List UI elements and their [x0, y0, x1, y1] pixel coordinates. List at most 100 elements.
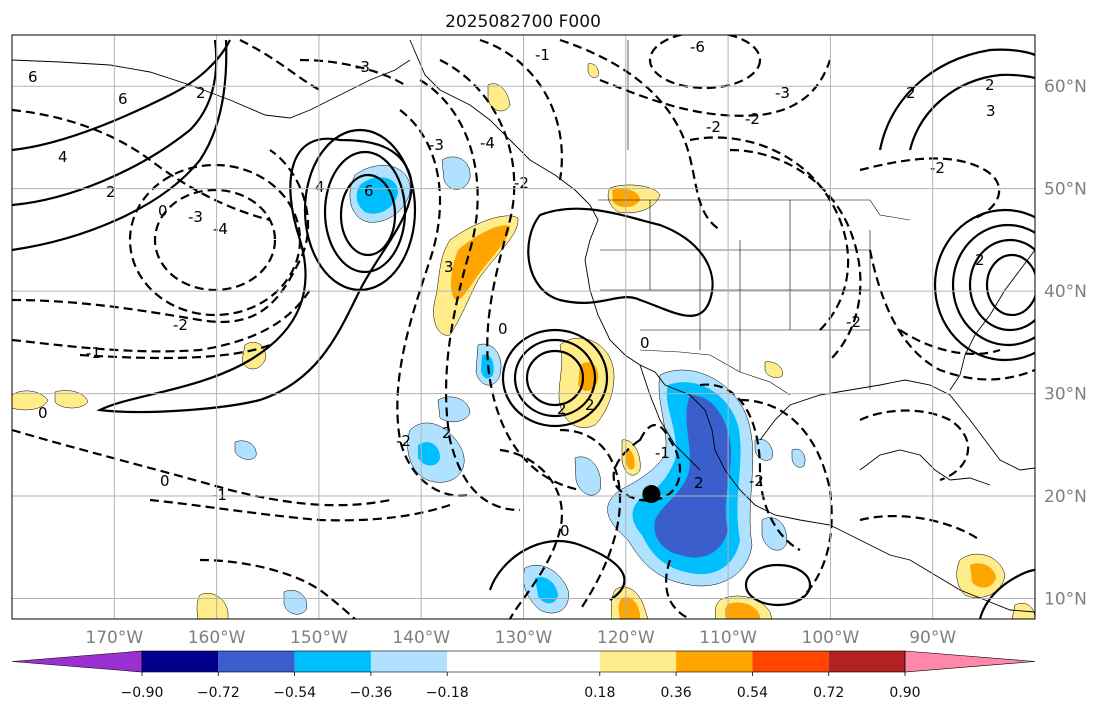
- contour-line: [729, 148, 862, 361]
- colorbar-tick-label: 0.18: [584, 685, 615, 701]
- longitude-label: 120°W: [597, 628, 655, 648]
- longitude-label: 140°W: [392, 628, 450, 648]
- colorbar-tick-label: 0.54: [737, 685, 768, 701]
- contour-label: -3: [355, 58, 370, 76]
- contour-line: [12, 149, 310, 323]
- contour-line: [612, 423, 682, 502]
- contour-line: [488, 539, 626, 601]
- contour-label-layer: 6 6 6 4 4 2 2 2 2 0 0 0 0 0 0 -1 -1 -1 -…: [28, 38, 996, 540]
- contour-label: -2: [706, 118, 721, 136]
- negative-anomaly-region: [418, 442, 440, 466]
- solid-contour-layer: [12, 39, 1035, 619]
- graticule: [12, 35, 1035, 619]
- contour-line: [299, 58, 406, 86]
- contour-label: -3: [775, 84, 790, 102]
- contour-line: [933, 208, 1035, 362]
- contour-label: -1: [655, 444, 670, 462]
- longitude-label: 110°W: [699, 628, 757, 648]
- contour-label: -1: [86, 344, 101, 362]
- contour-label: 6: [364, 182, 374, 200]
- contour-label: -6: [690, 38, 705, 56]
- latitude-label: 40°N: [1044, 282, 1087, 302]
- positive-anomaly-region: [487, 83, 511, 112]
- contour-label: 2: [906, 84, 916, 102]
- latitude-label: 10°N: [1044, 590, 1087, 610]
- contour-line: [513, 338, 597, 418]
- negative-anomaly-region: [574, 456, 601, 496]
- contour-line: [12, 108, 271, 222]
- colorbar-extend-low: [11, 650, 143, 673]
- longitude-label: 130°W: [495, 628, 553, 648]
- contour-line: [199, 558, 356, 619]
- contour-line: [968, 238, 1035, 332]
- contour-line: [128, 163, 302, 317]
- coastline-gulf: [759, 379, 1035, 471]
- colorbar-tick-label: −0.54: [273, 685, 316, 701]
- contour-line: [12, 428, 391, 507]
- latitude-labels: 60°N 50°N 40°N 30°N 20°N 10°N: [1044, 77, 1087, 609]
- latitude-label: 60°N: [1044, 77, 1087, 97]
- contour-label: -3: [188, 208, 203, 226]
- coastline: [409, 39, 1035, 613]
- contour-line: [499, 448, 563, 619]
- contour-line: [665, 559, 691, 619]
- contour-line: [739, 398, 833, 601]
- latitude-label: 30°N: [1044, 385, 1087, 405]
- contour-label: 2: [442, 424, 452, 442]
- colorbar-cell: [828, 651, 905, 672]
- contour-label: 0: [158, 202, 168, 220]
- colorbar-cell: [676, 651, 753, 672]
- negative-anomaly-region: [535, 576, 558, 604]
- positive-anomaly-region: [12, 390, 49, 411]
- longitude-labels: 170°W 160°W 150°W 140°W 130°W 120°W 110°W 100°W…: [85, 628, 956, 648]
- colorbar-cell: [370, 651, 448, 672]
- positive-anomaly-region: [724, 602, 760, 619]
- contour-label: -2: [930, 159, 945, 177]
- contour-label: -2: [514, 174, 529, 192]
- contour-label: -2: [396, 432, 411, 450]
- contour-line: [12, 289, 311, 353]
- latitude-label: 20°N: [1044, 487, 1087, 507]
- contour-label: 2: [106, 183, 116, 201]
- positive-anomaly-region: [970, 563, 996, 588]
- contour-line: [859, 409, 970, 482]
- colorbar-tick-label: 0.72: [813, 685, 844, 701]
- contour-line: [12, 39, 218, 207]
- contour-line: [527, 207, 714, 317]
- negative-anomaly-region: [654, 395, 732, 558]
- longitude-label: 100°W: [802, 628, 860, 648]
- coastline-alaska: [12, 59, 411, 119]
- coastline-baja: [639, 364, 701, 471]
- contour-line: [525, 349, 585, 407]
- contour-line: [323, 150, 407, 274]
- contour-label: 2: [585, 396, 595, 414]
- contour-label: 0: [498, 320, 508, 338]
- coastline-layer: [12, 39, 1035, 613]
- contour-label: 0: [640, 334, 650, 352]
- positive-anomaly-region: [587, 63, 599, 78]
- contour-label: 3: [986, 102, 996, 120]
- contour-line: [985, 253, 1035, 317]
- contour-line: [96, 137, 413, 414]
- longitude-label: 160°W: [188, 628, 246, 648]
- contour-label: -4: [480, 134, 495, 152]
- contour-line: [859, 157, 1001, 222]
- positive-anomaly-region: [196, 593, 229, 619]
- contour-label: 4: [58, 148, 68, 166]
- contour-line: [978, 568, 1035, 619]
- positive-anomaly-region: [618, 596, 640, 619]
- contour-line: [339, 173, 397, 257]
- contour-line: [699, 383, 801, 551]
- contour-line: [859, 514, 981, 541]
- contour-line: [303, 128, 417, 292]
- contour-label: 3: [444, 258, 454, 276]
- colorbar-tick-label: −0.72: [197, 685, 240, 701]
- contour-line: [149, 498, 451, 522]
- negative-anomaly-region: [791, 448, 806, 468]
- contour-label: 2: [694, 474, 704, 492]
- negative-anomaly-region: [761, 517, 787, 551]
- colorbar-cell: [218, 651, 295, 672]
- contour-line: [908, 73, 1035, 151]
- contour-line: [878, 48, 1035, 151]
